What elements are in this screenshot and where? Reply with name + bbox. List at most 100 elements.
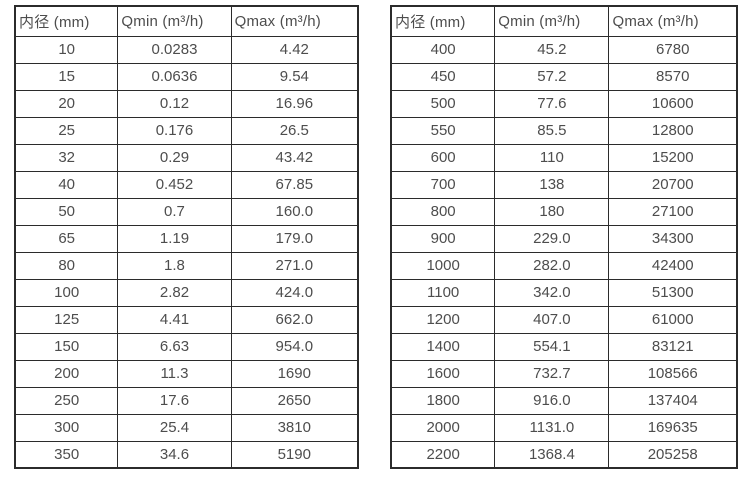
table-cell: 282.0 (494, 251, 610, 280)
table-row: 300 25.4 3810 (14, 413, 359, 442)
table-row: 600 110 15200 (390, 143, 738, 172)
table-cell: 1.19 (117, 224, 232, 253)
table-cell: 67.85 (230, 170, 359, 199)
table-cell: 10 (14, 35, 119, 64)
table-cell: 20 (14, 89, 119, 118)
table-cell: 700 (390, 170, 496, 199)
table-row: 1000 282.0 42400 (390, 251, 738, 280)
table-cell: 25 (14, 116, 119, 145)
table-row: 400 45.2 6780 (390, 35, 738, 64)
table-cell: 0.0636 (117, 62, 232, 91)
table-cell: 61000 (608, 305, 738, 334)
table-cell: 407.0 (494, 305, 610, 334)
table-cell: 40 (14, 170, 119, 199)
table-row: 550 85.5 12800 (390, 116, 738, 145)
table-cell: 9.54 (230, 62, 359, 91)
table-cell: 732.7 (494, 359, 610, 388)
table-row: 65 1.19 179.0 (14, 224, 359, 253)
table-cell: 169635 (608, 413, 738, 442)
table-cell: 1.8 (117, 251, 232, 280)
table-cell: 1100 (390, 278, 496, 307)
table-cell: 85.5 (494, 116, 610, 145)
table-cell: 4.41 (117, 305, 232, 334)
table-cell: 125 (14, 305, 119, 334)
header-qmin: Qmin (m³/h) (117, 5, 232, 37)
table-row: 1600 732.7 108566 (390, 359, 738, 388)
table-row: 800 180 27100 (390, 197, 738, 226)
table-row: 40 0.452 67.85 (14, 170, 359, 199)
table-cell: 17.6 (117, 386, 232, 415)
table-cell: 2200 (390, 440, 496, 469)
table-cell: 12800 (608, 116, 738, 145)
table-cell: 1400 (390, 332, 496, 361)
table-cell: 342.0 (494, 278, 610, 307)
table-cell: 0.29 (117, 143, 232, 172)
table-row: 2200 1368.4 205258 (390, 440, 738, 469)
table-row: 1800 916.0 137404 (390, 386, 738, 415)
table-cell: 600 (390, 143, 496, 172)
table-cell: 205258 (608, 440, 738, 469)
table-cell: 11.3 (117, 359, 232, 388)
table-row: 900 229.0 34300 (390, 224, 738, 253)
table-cell: 424.0 (230, 278, 359, 307)
header-inner-diameter: 内径 (mm) (390, 5, 496, 37)
table-row: 1100 342.0 51300 (390, 278, 738, 307)
table-cell: 108566 (608, 359, 738, 388)
table-cell: 137404 (608, 386, 738, 415)
table-cell: 2650 (230, 386, 359, 415)
table-cell: 1690 (230, 359, 359, 388)
table-cell: 43.42 (230, 143, 359, 172)
table-cell: 180 (494, 197, 610, 226)
table-cell: 25.4 (117, 413, 232, 442)
table-cell: 400 (390, 35, 496, 64)
header-qmin: Qmin (m³/h) (494, 5, 610, 37)
table-body: 10 0.0283 4.42 15 0.0636 9.54 20 0.12 16.96 25 0.1… (14, 35, 359, 469)
header-row: 内径 (mm) Qmin (m³/h) Qmax (m³/h) (14, 5, 359, 37)
table-cell: 0.452 (117, 170, 232, 199)
table-row: 2000 1131.0 169635 (390, 413, 738, 442)
table-row: 700 138 20700 (390, 170, 738, 199)
table-cell: 916.0 (494, 386, 610, 415)
table-cell: 250 (14, 386, 119, 415)
table-cell: 200 (14, 359, 119, 388)
table-cell: 16.96 (230, 89, 359, 118)
table-cell: 271.0 (230, 251, 359, 280)
table-cell: 229.0 (494, 224, 610, 253)
table-cell: 45.2 (494, 35, 610, 64)
table-cell: 800 (390, 197, 496, 226)
table-cell: 6.63 (117, 332, 232, 361)
table-cell: 350 (14, 440, 119, 469)
table-header: 内径 (mm) Qmin (m³/h) Qmax (m³/h) (14, 5, 359, 37)
table-row: 100 2.82 424.0 (14, 278, 359, 307)
table-cell: 34300 (608, 224, 738, 253)
table-row: 1400 554.1 83121 (390, 332, 738, 361)
table-cell: 500 (390, 89, 496, 118)
table-row: 200 11.3 1690 (14, 359, 359, 388)
table-cell: 1200 (390, 305, 496, 334)
header-qmax: Qmax (m³/h) (230, 5, 359, 37)
table-cell: 65 (14, 224, 119, 253)
table-cell: 15 (14, 62, 119, 91)
table-cell: 10600 (608, 89, 738, 118)
header-qmax: Qmax (m³/h) (608, 5, 738, 37)
table-cell: 34.6 (117, 440, 232, 469)
table-cell: 57.2 (494, 62, 610, 91)
table-cell: 26.5 (230, 116, 359, 145)
table-cell: 51300 (608, 278, 738, 307)
table-cell: 42400 (608, 251, 738, 280)
table-row: 15 0.0636 9.54 (14, 62, 359, 91)
table-cell: 32 (14, 143, 119, 172)
table-cell: 1131.0 (494, 413, 610, 442)
table-row: 50 0.7 160.0 (14, 197, 359, 226)
table-cell: 80 (14, 251, 119, 280)
table-cell: 8570 (608, 62, 738, 91)
table-row: 10 0.0283 4.42 (14, 35, 359, 64)
table-row: 80 1.8 271.0 (14, 251, 359, 280)
table-cell: 77.6 (494, 89, 610, 118)
table-cell: 1000 (390, 251, 496, 280)
table-cell: 0.7 (117, 197, 232, 226)
table-row: 25 0.176 26.5 (14, 116, 359, 145)
flow-table-large-diameter: 内径 (mm) Qmin (m³/h) Qmax (m³/h) 400 45.2 6… (390, 5, 738, 469)
table-cell: 5190 (230, 440, 359, 469)
